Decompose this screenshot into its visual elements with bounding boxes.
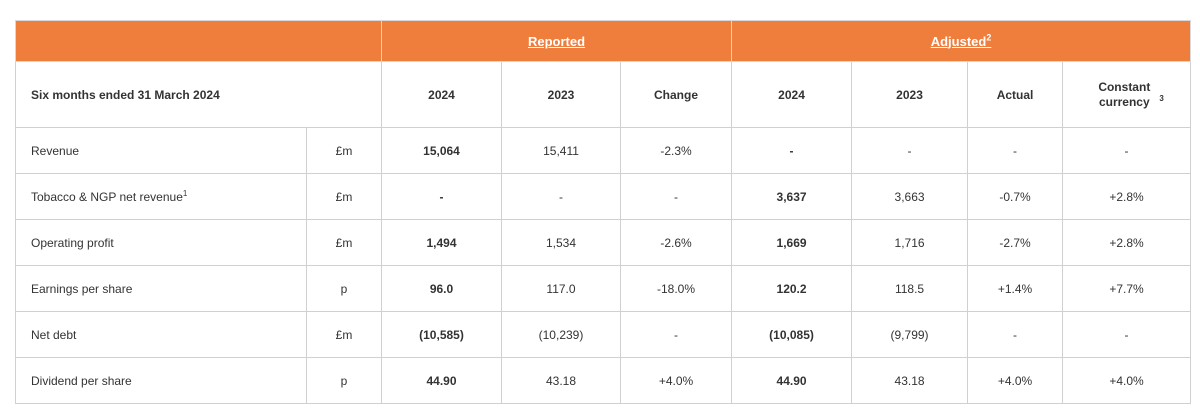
cell-adj-2023: 1,716 bbox=[851, 219, 969, 266]
cell-adj-cc: +4.0% bbox=[1062, 357, 1192, 404]
cell-adj-2023: 118.5 bbox=[851, 265, 969, 312]
cell-adj-2024: (10,085) bbox=[731, 311, 853, 358]
cell-adj-cc: - bbox=[1062, 311, 1192, 358]
cell-adj-cc: - bbox=[1062, 127, 1192, 174]
row-label: Dividend per share bbox=[15, 357, 307, 404]
reported-change-header: Change bbox=[619, 61, 733, 128]
row-unit: p bbox=[306, 357, 382, 404]
cell-rep-2023: 15,411 bbox=[501, 127, 621, 174]
adjusted-header-cell: Adjusted2 bbox=[731, 20, 1192, 62]
cell-rep-change: -18.0% bbox=[619, 265, 733, 312]
row-label-text: Earnings per share bbox=[31, 281, 133, 296]
cell-adj-cc: +2.8% bbox=[1062, 173, 1192, 220]
row-unit: p bbox=[306, 265, 382, 312]
adjusted-constant-currency-header: Constant currency 3 bbox=[1062, 61, 1192, 128]
row-label: Earnings per share bbox=[15, 265, 307, 312]
cell-adj-actual: -2.7% bbox=[967, 219, 1064, 266]
row-footnote: 1 bbox=[182, 188, 188, 198]
table-row: Earnings per share p 96.0 117.0 -18.0% 120.2 1… bbox=[15, 265, 1192, 312]
cell-rep-2024: 44.90 bbox=[381, 357, 502, 404]
cell-adj-actual: +4.0% bbox=[967, 357, 1064, 404]
table-row: Tobacco & NGP net revenue1 £m - - -3,637 3,66… bbox=[15, 173, 1192, 220]
cell-adj-2023: (9,799) bbox=[851, 311, 969, 358]
row-label: Tobacco & NGP net revenue1 bbox=[15, 173, 307, 220]
financial-results-table: Reported Adjusted2 Six months ended 31 M… bbox=[15, 20, 1192, 404]
adjusted-2023-header: 2023 bbox=[851, 61, 969, 128]
cell-rep-2024: 1,494 bbox=[381, 219, 502, 266]
banner-empty-cell bbox=[15, 20, 382, 62]
row-unit: £m bbox=[306, 219, 382, 266]
reported-2024-header: 2024 bbox=[381, 61, 502, 128]
cell-adj-actual: -0.7% bbox=[967, 173, 1064, 220]
cell-rep-2024: (10,585) bbox=[381, 311, 502, 358]
cell-rep-change: -2.6% bbox=[619, 219, 733, 266]
reported-2023-header: 2023 bbox=[501, 61, 621, 128]
constant-currency-footnote: 3 bbox=[1159, 93, 1164, 103]
cell-adj-actual: +1.4% bbox=[967, 265, 1064, 312]
cell-adj-2024: - bbox=[731, 127, 853, 174]
row-label-text: Tobacco & NGP net revenue bbox=[31, 189, 183, 204]
cell-adj-cc: +7.7% bbox=[1062, 265, 1192, 312]
table-row: Revenue £m 15,064 15,411 -2.3% - - - - bbox=[15, 127, 1192, 174]
cell-adj-2024: 3,637 bbox=[731, 173, 853, 220]
cell-rep-2023: 117.0 bbox=[501, 265, 621, 312]
adjusted-actual-header: Actual bbox=[967, 61, 1064, 128]
constant-currency-label: Constant currency bbox=[1098, 79, 1151, 109]
period-header: Six months ended 31 March 2024 bbox=[15, 61, 382, 128]
adjusted-footnote: 2 bbox=[986, 32, 992, 43]
reported-link[interactable]: Reported bbox=[527, 33, 586, 49]
cell-rep-2024: 15,064 bbox=[381, 127, 502, 174]
row-unit: £m bbox=[306, 173, 382, 220]
adjusted-link[interactable]: Adjusted2 bbox=[930, 32, 992, 49]
row-label-text: Operating profit bbox=[31, 235, 114, 250]
cell-adj-actual: - bbox=[967, 311, 1064, 358]
cell-adj-2024: 44.90 bbox=[731, 357, 853, 404]
row-label-text: Net debt bbox=[31, 327, 77, 342]
cell-rep-2023: 1,534 bbox=[501, 219, 621, 266]
cell-adj-2024: 1,669 bbox=[731, 219, 853, 266]
row-label-text: Dividend per share bbox=[31, 373, 132, 388]
cell-rep-2023: 43.18 bbox=[501, 357, 621, 404]
row-label: Net debt bbox=[15, 311, 307, 358]
header-banner-row: Reported Adjusted2 bbox=[15, 20, 1192, 62]
row-unit: £m bbox=[306, 127, 382, 174]
cell-rep-change: - bbox=[619, 173, 733, 220]
cell-rep-change: -2.3% bbox=[619, 127, 733, 174]
cell-adj-actual: - bbox=[967, 127, 1064, 174]
cell-adj-2023: 43.18 bbox=[851, 357, 969, 404]
column-header-row: Six months ended 31 March 2024 2024 2023… bbox=[15, 61, 1192, 128]
cell-rep-2024: - bbox=[381, 173, 502, 220]
cell-rep-2024: 96.0 bbox=[381, 265, 502, 312]
adjusted-label: Adjusted bbox=[930, 33, 987, 49]
row-unit: £m bbox=[306, 311, 382, 358]
cell-adj-2023: 3,663 bbox=[851, 173, 969, 220]
table-row: Dividend per share p 44.90 43.18 +4.0% 44.90 4… bbox=[15, 357, 1192, 404]
adjusted-2024-header: 2024 bbox=[731, 61, 853, 128]
results-table-container: Reported Adjusted2 Six months ended 31 M… bbox=[15, 20, 1192, 404]
cell-rep-2023: - bbox=[501, 173, 621, 220]
cell-adj-2023: - bbox=[851, 127, 969, 174]
cell-rep-change: - bbox=[619, 311, 733, 358]
reported-header-cell: Reported bbox=[380, 20, 733, 62]
cell-rep-change: +4.0% bbox=[619, 357, 733, 404]
row-label: Operating profit bbox=[15, 219, 307, 266]
row-label: Revenue bbox=[15, 127, 307, 174]
cell-adj-cc: +2.8% bbox=[1062, 219, 1192, 266]
table-row: Net debt £m (10,585) (10,239) - (10,085) (9,79… bbox=[15, 311, 1192, 358]
cell-rep-2023: (10,239) bbox=[501, 311, 621, 358]
table-row: Operating profit £m 1,494 1,534 -2.6% 1,669 1,… bbox=[15, 219, 1192, 266]
cell-adj-2024: 120.2 bbox=[731, 265, 853, 312]
row-label-text: Revenue bbox=[31, 143, 80, 158]
